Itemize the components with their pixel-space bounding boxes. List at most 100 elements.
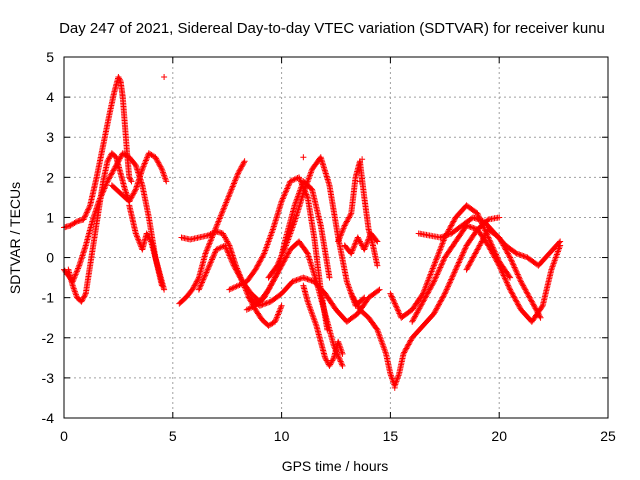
data-point [513, 268, 520, 275]
data-point [514, 271, 521, 278]
data-point [285, 249, 292, 256]
data-point [495, 261, 502, 268]
data-point [416, 305, 423, 312]
data-point [354, 302, 361, 309]
data-point [163, 178, 170, 185]
data-point [462, 243, 469, 250]
data-point [271, 275, 278, 282]
data-point [232, 266, 239, 273]
data-point [224, 196, 231, 203]
data-point [426, 272, 433, 279]
data-point [158, 164, 165, 171]
data-point [472, 250, 479, 257]
data-point [82, 291, 89, 298]
data-point [453, 263, 460, 270]
data-point [296, 175, 303, 182]
data-point [156, 162, 163, 169]
data-point [259, 254, 266, 261]
data-point [285, 182, 292, 189]
data-point [515, 301, 522, 308]
data-point [84, 208, 91, 215]
data-point [514, 270, 521, 277]
series-track-t [463, 226, 544, 321]
data-point [359, 156, 366, 163]
data-point [230, 180, 237, 187]
data-point [106, 174, 113, 181]
data-point [518, 279, 525, 286]
data-point [284, 251, 291, 258]
data-point [502, 246, 509, 253]
data-point [507, 274, 514, 281]
data-point [197, 283, 204, 290]
data-point [483, 230, 490, 237]
data-point [147, 237, 154, 244]
data-point [342, 221, 349, 228]
data-point [459, 251, 466, 258]
data-point [450, 272, 457, 279]
data-point [467, 259, 474, 266]
data-point [224, 238, 231, 245]
data-point [458, 253, 465, 260]
data-point [73, 268, 80, 275]
data-point [373, 325, 380, 332]
data-point [281, 192, 288, 199]
data-point [487, 246, 494, 253]
data-point [127, 197, 134, 204]
data-point [524, 290, 531, 297]
data-point [238, 163, 245, 170]
data-point [475, 243, 482, 250]
data-point [254, 262, 261, 269]
data-point [223, 198, 230, 205]
data-point [424, 280, 431, 287]
data-point [78, 298, 85, 305]
data-point [472, 249, 479, 256]
data-point [278, 198, 285, 205]
x-tick-label: 15 [383, 428, 399, 444]
data-point [127, 175, 134, 182]
data-point [277, 255, 284, 262]
data-point [494, 258, 501, 265]
data-point [273, 263, 280, 270]
data-point [219, 209, 226, 216]
data-point [424, 290, 431, 297]
data-point [352, 298, 359, 305]
data-point [339, 226, 346, 233]
data-point [80, 216, 87, 223]
data-point [351, 241, 358, 248]
data-point [400, 350, 407, 357]
data-point [157, 163, 164, 170]
data-point [517, 278, 524, 285]
data-point [360, 295, 367, 302]
data-point [429, 281, 436, 288]
data-point [411, 314, 418, 321]
data-point [235, 271, 242, 278]
data-point [388, 293, 395, 300]
data-point [507, 254, 514, 261]
data-point [448, 276, 455, 283]
data-point [470, 253, 477, 260]
data-point [532, 305, 539, 312]
data-point [337, 232, 344, 239]
data-point [272, 274, 279, 281]
chart-title: Day 247 of 2021, Sidereal Day-to-day VTE… [59, 20, 605, 37]
data-point [105, 175, 112, 182]
data-point [143, 156, 150, 163]
data-point [405, 341, 412, 348]
data-point [127, 177, 134, 184]
data-point [232, 265, 239, 272]
data-point [155, 159, 162, 166]
data-point [130, 190, 137, 197]
data-point [502, 276, 509, 283]
data-point [339, 362, 346, 369]
data-point [290, 278, 297, 285]
data-point [444, 231, 451, 238]
data-point [262, 300, 269, 307]
data-point [500, 242, 507, 249]
data-point [135, 236, 142, 243]
data-point [410, 316, 417, 323]
data-point [237, 274, 244, 281]
data-point [525, 291, 532, 298]
data-point [535, 310, 542, 317]
data-point [235, 168, 242, 175]
data-point [489, 250, 496, 257]
